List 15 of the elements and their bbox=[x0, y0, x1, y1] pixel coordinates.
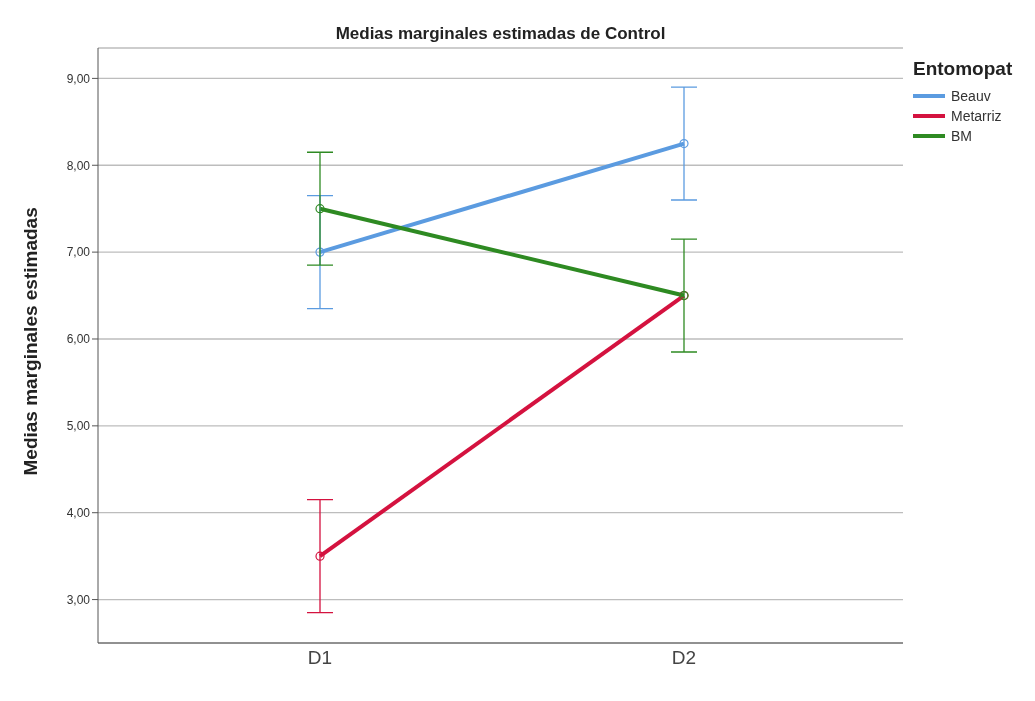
x-tick-label: D2 bbox=[671, 647, 697, 669]
y-tick-label: 3,00 bbox=[66, 592, 91, 607]
y-tick-label: 8,00 bbox=[66, 158, 91, 173]
legend-label: Metarriz bbox=[950, 108, 1003, 124]
y-tick-label: 5,00 bbox=[66, 419, 91, 434]
legend-title: Entomopat bbox=[913, 58, 1013, 80]
y-tick-label: 9,00 bbox=[66, 71, 91, 86]
y-tick-label: 7,00 bbox=[66, 245, 91, 260]
chart-title: Medias marginales estimadas de Control bbox=[334, 24, 667, 44]
legend-label: BM bbox=[950, 128, 973, 144]
y-axis-title: Medias marginales estimadas bbox=[19, 207, 41, 476]
y-tick-label: 4,00 bbox=[66, 505, 91, 520]
y-tick-label: 6,00 bbox=[66, 332, 91, 347]
x-tick-label: D1 bbox=[307, 647, 333, 669]
legend-label: Beauv bbox=[950, 88, 992, 104]
